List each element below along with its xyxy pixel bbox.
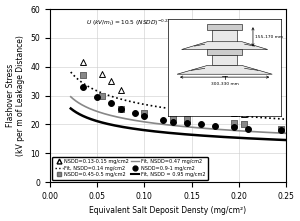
Fit, NSDD=0.47 mg/cm2 [289, 132, 292, 135]
Fit, NSDD=0.14 mg/cm2 [141, 103, 144, 105]
NSDD=0.9-1 mg/cm2 [232, 126, 236, 129]
NSDD=0.9-1 mg/cm2 [142, 114, 147, 118]
NSDD=0.9-1 mg/cm2 [170, 120, 175, 123]
Y-axis label: Flashover Stress
(kV per m of Leakage Distance): Flashover Stress (kV per m of Leakage Di… [6, 35, 25, 156]
Fit, NSDD=0.14 mg/cm2 [95, 90, 99, 92]
Fit, NSDD = 0.95 mg/cm2 [207, 135, 211, 137]
Legend: NSDD=0.13-0.15 mg/cm2, Fit, NSDD=0.14 mg/cm2, NSDD=0.45-0.5 mg/cm2, Fit, NSDD=0.: NSDD=0.13-0.15 mg/cm2, Fit, NSDD=0.14 mg… [52, 157, 208, 180]
NSDD=0.45-0.5 mg/cm2 [100, 94, 104, 97]
NSDD=0.9-1 mg/cm2 [133, 111, 137, 115]
X-axis label: Equivalent Salt Deposit Densty (mg/cm²): Equivalent Salt Deposit Densty (mg/cm²) [89, 206, 247, 215]
Fit, NSDD=0.14 mg/cm2 [229, 114, 232, 116]
Fit, NSDD=0.47 mg/cm2 [141, 120, 144, 123]
NSDD=0.45-0.5 mg/cm2 [118, 107, 123, 110]
Text: $\it{U\ (kV/m_l) = 10.5\ (NSDD)^{-0.21}\ (ESDD)^{-0.23}}$: $\it{U\ (kV/m_l) = 10.5\ (NSDD)^{-0.21}\… [86, 18, 207, 28]
NSDD=0.45-0.5 mg/cm2 [170, 116, 175, 119]
Fit, NSDD = 0.95 mg/cm2 [228, 136, 231, 139]
Line: Fit, NSDD=0.47 mg/cm2: Fit, NSDD=0.47 mg/cm2 [71, 97, 291, 133]
Line: Fit, NSDD=0.14 mg/cm2: Fit, NSDD=0.14 mg/cm2 [71, 72, 291, 120]
NSDD=0.9-1 mg/cm2 [246, 127, 250, 131]
NSDD=0.9-1 mg/cm2 [161, 118, 166, 122]
NSDD=0.13-0.15 mg/cm2 [180, 104, 184, 107]
NSDD=0.9-1 mg/cm2 [109, 101, 114, 105]
Fit, NSDD = 0.95 mg/cm2 [229, 136, 232, 139]
Fit, NSDD = 0.95 mg/cm2 [156, 130, 160, 133]
NSDD=0.13-0.15 mg/cm2 [170, 103, 175, 106]
Fit, NSDD=0.14 mg/cm2 [228, 114, 231, 116]
Fit, NSDD=0.47 mg/cm2 [156, 122, 160, 125]
NSDD=0.13-0.15 mg/cm2 [232, 111, 236, 115]
Fit, NSDD=0.47 mg/cm2 [229, 129, 232, 131]
NSDD=0.13-0.15 mg/cm2 [118, 88, 123, 92]
Fit, NSDD=0.14 mg/cm2 [156, 105, 160, 108]
Fit, NSDD=0.47 mg/cm2 [228, 129, 231, 131]
NSDD=0.13-0.15 mg/cm2 [109, 79, 114, 83]
Fit, NSDD = 0.95 mg/cm2 [95, 120, 99, 122]
Line: Fit, NSDD = 0.95 mg/cm2: Fit, NSDD = 0.95 mg/cm2 [71, 109, 291, 140]
Fit, NSDD = 0.95 mg/cm2 [289, 139, 292, 142]
NSDD=0.9-1 mg/cm2 [279, 128, 284, 132]
NSDD=0.13-0.15 mg/cm2 [241, 112, 246, 116]
NSDD=0.45-0.5 mg/cm2 [81, 74, 85, 77]
NSDD=0.9-1 mg/cm2 [118, 107, 123, 110]
NSDD=0.9-1 mg/cm2 [213, 124, 218, 128]
Fit, NSDD = 0.95 mg/cm2 [141, 129, 144, 131]
NSDD=0.13-0.15 mg/cm2 [100, 72, 104, 76]
NSDD=0.9-1 mg/cm2 [199, 123, 203, 126]
Fit, NSDD=0.14 mg/cm2 [289, 118, 292, 121]
NSDD=0.13-0.15 mg/cm2 [81, 61, 85, 64]
NSDD=0.9-1 mg/cm2 [184, 121, 189, 125]
Fit, NSDD=0.47 mg/cm2 [207, 127, 211, 130]
Fit, NSDD=0.47 mg/cm2 [69, 95, 73, 98]
NSDD=0.45-0.5 mg/cm2 [232, 121, 236, 125]
Fit, NSDD=0.14 mg/cm2 [69, 71, 73, 73]
Fit, NSDD = 0.95 mg/cm2 [69, 107, 73, 110]
Fit, NSDD=0.47 mg/cm2 [95, 110, 99, 113]
NSDD=0.9-1 mg/cm2 [95, 95, 100, 99]
NSDD=0.45-0.5 mg/cm2 [184, 117, 189, 120]
NSDD=0.45-0.5 mg/cm2 [241, 123, 246, 126]
Fit, NSDD=0.14 mg/cm2 [207, 112, 211, 114]
NSDD=0.9-1 mg/cm2 [81, 85, 85, 89]
NSDD=0.45-0.5 mg/cm2 [142, 111, 147, 115]
NSDD=0.45-0.5 mg/cm2 [279, 127, 284, 131]
